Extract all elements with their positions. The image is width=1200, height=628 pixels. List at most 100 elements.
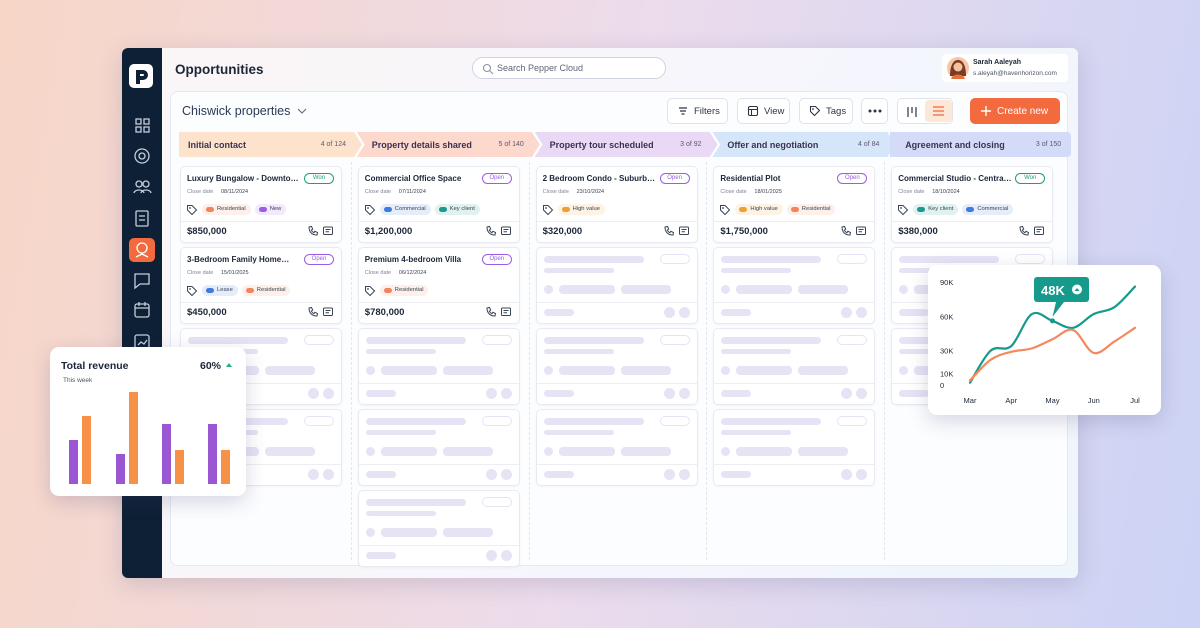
toolbar-button[interactable]: View	[737, 98, 790, 124]
nav-messages[interactable]	[134, 273, 150, 290]
tag-icon[interactable]	[364, 204, 376, 216]
nav-opportunities-active[interactable]	[129, 238, 155, 262]
placeholder-bar	[543, 256, 644, 263]
placeholder-bar	[543, 309, 574, 316]
call-icon[interactable]	[485, 306, 497, 318]
deal-card[interactable]: Luxury Bungalow - Downto… Won Close date 08…	[180, 166, 342, 243]
search-box[interactable]: Search Pepper Cloud	[472, 57, 666, 79]
message-icon[interactable]	[678, 225, 690, 237]
nav-target[interactable]	[134, 148, 150, 164]
placeholder-bar	[380, 447, 437, 456]
tag-label: Residential	[217, 206, 246, 212]
stage-header: Offer and negotiation 4 of 84	[712, 132, 895, 157]
placeholder-bar	[663, 307, 675, 318]
close-date: 07/11/2024	[398, 189, 426, 195]
placeholder-bar	[663, 469, 675, 480]
pipeline-name[interactable]: Chiswick properties	[182, 104, 291, 118]
stage-count: 4 of 84	[857, 141, 880, 148]
placeholder-bar	[899, 309, 930, 316]
sidebar	[122, 48, 162, 578]
call-icon[interactable]	[307, 306, 319, 318]
placeholder-bar	[558, 366, 615, 375]
card-divider	[181, 302, 341, 303]
placeholder-bar	[543, 471, 574, 478]
deal-card[interactable]: Commercial Office Space Open Close date 07/…	[357, 166, 520, 243]
pipeline-caret[interactable]	[297, 107, 307, 115]
placeholder-bar	[543, 337, 644, 344]
placeholder-bar	[308, 469, 319, 480]
deal-tag: High value	[557, 204, 605, 215]
plus-icon	[981, 106, 991, 116]
nav-contacts[interactable]	[133, 180, 152, 194]
message-icon[interactable]	[500, 306, 512, 318]
deal-amount: $850,000	[187, 226, 227, 237]
call-icon[interactable]	[663, 225, 675, 237]
tag-icon[interactable]	[719, 204, 731, 216]
page-title: Opportunities	[175, 62, 264, 77]
placeholder-bar	[500, 469, 512, 480]
toolbar-button[interactable]: Filters	[667, 98, 728, 124]
button-icon[interactable]	[747, 105, 759, 117]
deal-title: Commercial Office Space	[364, 174, 462, 183]
message-icon[interactable]	[500, 225, 512, 237]
annotation-label: 48K	[1041, 283, 1065, 298]
button-icon[interactable]	[677, 105, 689, 117]
tag-label: Residential	[256, 287, 286, 293]
message-icon[interactable]	[1033, 225, 1045, 237]
call-icon[interactable]	[485, 225, 497, 237]
placeholder-pill	[481, 497, 512, 507]
placeholder-bar	[500, 550, 512, 561]
placeholder-bar	[543, 418, 644, 425]
nav-dashboard[interactable]	[135, 118, 150, 133]
card-divider	[358, 383, 519, 384]
stage-name: Offer and negotiation	[727, 140, 819, 150]
user-box[interactable]: Sarah Aaleyah s.aleyah@havenhorizon.com	[942, 54, 1068, 82]
placeholder-bar	[558, 285, 615, 294]
tag-icon[interactable]	[897, 204, 909, 216]
nav-calendar[interactable]	[134, 302, 150, 318]
nav-opportunities-icon	[135, 242, 149, 258]
annotation-point	[1050, 318, 1055, 324]
stage-header: Initial contact 4 of 124	[179, 132, 362, 157]
placeholder-bar	[899, 390, 930, 397]
call-icon[interactable]	[307, 225, 319, 237]
close-date-label: Close date	[364, 270, 392, 276]
deal-card[interactable]: Premium 4-bedroom Villa Open Close date 06/…	[357, 247, 520, 324]
button-icon[interactable]	[809, 105, 821, 117]
placeholder-bar	[721, 366, 731, 375]
trend-card: 0 10K 30K 60K 90K Mar Apr May Jun Jul 48K	[928, 265, 1161, 415]
tag-icon[interactable]	[542, 204, 554, 216]
message-icon[interactable]	[855, 225, 867, 237]
annotation-arrow	[1074, 288, 1080, 291]
more-button[interactable]	[861, 98, 888, 124]
deal-card[interactable]: 2 Bedroom Condo - Suburb… Open Close date 2…	[535, 166, 698, 243]
search-icon	[482, 63, 494, 75]
deal-title: Luxury Bungalow - Downto…	[187, 174, 299, 183]
call-icon[interactable]	[840, 225, 852, 237]
deal-title: Premium 4-bedroom Villa	[364, 255, 462, 264]
deal-card[interactable]: 3-Bedroom Family Home… Open Close date 15/0…	[180, 247, 342, 324]
chart-subtitle: This week	[63, 377, 93, 384]
tag-icon[interactable]	[186, 204, 198, 216]
tag-icon[interactable]	[186, 285, 198, 297]
change-up-arrow	[226, 363, 232, 367]
create-button[interactable]: Create new	[970, 98, 1060, 124]
view-toggle[interactable]	[897, 98, 953, 124]
call-icon[interactable]	[1018, 225, 1030, 237]
x-tick-label: Jun	[1088, 396, 1100, 405]
nav-tasks[interactable]	[135, 210, 149, 227]
stage-name: Initial contact	[188, 140, 247, 150]
deal-card[interactable]: Commercial Studio - Centra… Won Close date…	[891, 166, 1054, 243]
message-icon[interactable]	[322, 306, 334, 318]
button-label: Filters	[694, 106, 720, 117]
button-label: Tags	[826, 106, 847, 117]
bar	[175, 450, 184, 484]
toolbar-button[interactable]: Tags	[799, 98, 853, 124]
placeholder-bar	[736, 285, 793, 294]
deal-card[interactable]: Residential Plot Open Close date 18/01/2025…	[713, 166, 876, 243]
message-icon[interactable]	[322, 225, 334, 237]
tag-icon[interactable]	[364, 285, 376, 297]
deal-tag: Commercial	[962, 204, 1014, 215]
tag-toggle	[739, 207, 748, 212]
bar	[208, 424, 217, 484]
